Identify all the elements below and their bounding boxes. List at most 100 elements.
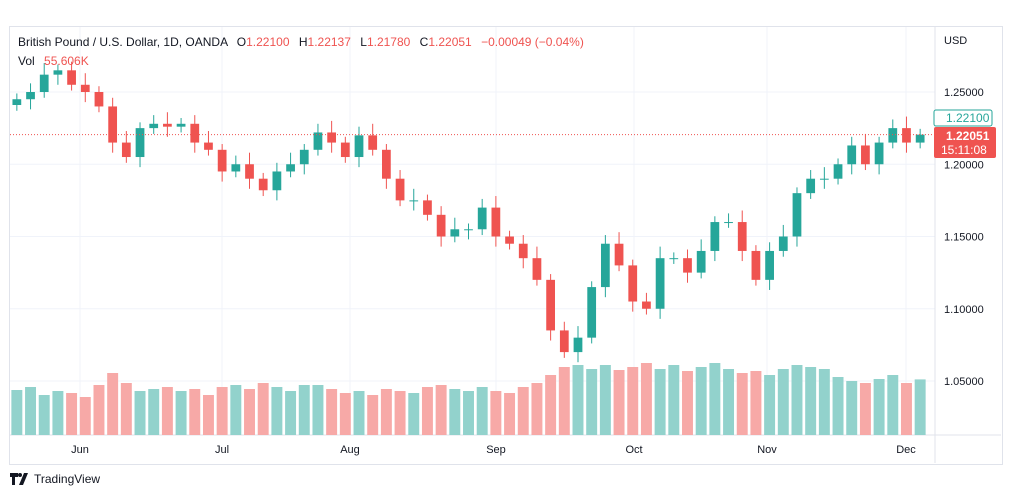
volume-bar xyxy=(846,381,858,435)
candle-body xyxy=(204,142,213,150)
candle-body xyxy=(217,149,227,172)
candle-body xyxy=(491,207,501,237)
candle-body xyxy=(477,207,487,230)
volume-bar xyxy=(599,365,611,435)
tradingview-icon xyxy=(10,473,28,485)
volume-bar xyxy=(189,389,201,435)
candle-body xyxy=(340,142,350,158)
volume-bar xyxy=(134,391,146,435)
candle-body xyxy=(778,236,788,251)
candle-body xyxy=(847,145,857,165)
month-tick: Dec xyxy=(896,444,916,456)
volume-bar xyxy=(531,383,543,435)
volume-bar xyxy=(654,369,666,435)
volume-bar xyxy=(750,371,762,435)
volume-bar xyxy=(613,370,625,435)
volume-bar xyxy=(216,387,228,435)
volume-bar xyxy=(709,363,721,435)
price-tick: 1.25000 xyxy=(944,87,984,99)
candle-body xyxy=(135,128,145,158)
candle-body xyxy=(354,135,364,158)
high-value: 1.22137 xyxy=(307,35,351,49)
volume-bar xyxy=(586,369,598,435)
open-value: 1.22100 xyxy=(246,35,290,49)
volume-bar xyxy=(285,391,297,435)
volume-bar xyxy=(339,393,351,435)
volume-bar xyxy=(572,365,584,435)
month-tick: Sep xyxy=(486,444,506,456)
month-tick: Jul xyxy=(215,444,229,456)
volume-bar xyxy=(859,383,871,435)
close-label: C xyxy=(419,35,429,49)
chart-frame xyxy=(9,26,1003,465)
volume-bar xyxy=(695,367,707,435)
symbol-title[interactable]: British Pound / U.S. Dollar, 1D, OANDA xyxy=(18,35,228,49)
volume-bar xyxy=(93,385,105,435)
volume-bar xyxy=(640,363,652,435)
brand-text: TradingView xyxy=(34,472,101,486)
volume-bar xyxy=(873,379,885,435)
volume-bar xyxy=(627,367,639,435)
candle-body xyxy=(683,258,692,273)
volume-bar xyxy=(449,389,461,435)
volume-bar xyxy=(312,385,324,435)
candle-body xyxy=(833,164,843,179)
open-label: O xyxy=(236,35,247,49)
candle-body xyxy=(26,92,35,100)
volume-bar xyxy=(421,387,433,435)
volume-bar xyxy=(476,387,488,435)
volume-bar xyxy=(107,373,119,435)
volume-bar xyxy=(914,379,926,435)
volume-label: Vol xyxy=(18,54,35,68)
volume-bar xyxy=(545,375,557,435)
candle-body xyxy=(792,193,802,237)
candle-body xyxy=(642,301,651,309)
price-tick: 1.20000 xyxy=(944,159,984,171)
candle-body xyxy=(299,149,309,165)
volume-bar xyxy=(805,367,817,435)
candle-body xyxy=(696,250,706,273)
low-label: L xyxy=(360,35,367,49)
candle-body xyxy=(258,178,268,191)
candle-body xyxy=(67,70,76,85)
volume-bar xyxy=(463,391,474,435)
change-value: −0.00049 (−0.04%) xyxy=(481,35,584,49)
volume-bar xyxy=(490,391,502,435)
candle-body xyxy=(915,134,925,143)
candle-body xyxy=(436,214,446,237)
candle-body xyxy=(382,149,391,179)
candle-body xyxy=(559,330,569,353)
candle-body xyxy=(737,222,747,251)
month-tick: Nov xyxy=(757,444,777,456)
candle-body xyxy=(902,128,911,143)
close-value: 1.22051 xyxy=(428,35,472,49)
month-tick: Oct xyxy=(625,444,642,456)
volume-bar xyxy=(367,395,379,435)
candle-body xyxy=(423,200,432,215)
candle-body xyxy=(450,229,460,237)
candle-body xyxy=(163,123,172,127)
volume-bar xyxy=(326,389,338,435)
candle-body xyxy=(532,258,542,280)
volume-bar xyxy=(353,391,365,435)
candle-body xyxy=(464,229,473,231)
legend: British Pound / U.S. Dollar, 1D, OANDA O… xyxy=(18,35,584,73)
open-price-tag xyxy=(933,109,993,127)
month-tick: Aug xyxy=(340,444,360,456)
volume-bar xyxy=(380,389,392,435)
volume-bar xyxy=(244,389,255,435)
volume-bar xyxy=(723,369,735,435)
volume-bar xyxy=(777,369,789,435)
volume-bar xyxy=(736,373,748,435)
candle-body xyxy=(327,132,337,143)
candle-body xyxy=(573,337,583,353)
tradingview-logo[interactable]: TradingView xyxy=(10,472,100,486)
candle-body xyxy=(888,128,898,143)
volume-bar xyxy=(791,365,803,435)
candle-body xyxy=(108,106,118,143)
volume-bar xyxy=(668,365,680,435)
currency-label: USD xyxy=(944,35,968,47)
volume-bar xyxy=(887,375,899,435)
volume-value: 55.606K xyxy=(44,54,89,68)
